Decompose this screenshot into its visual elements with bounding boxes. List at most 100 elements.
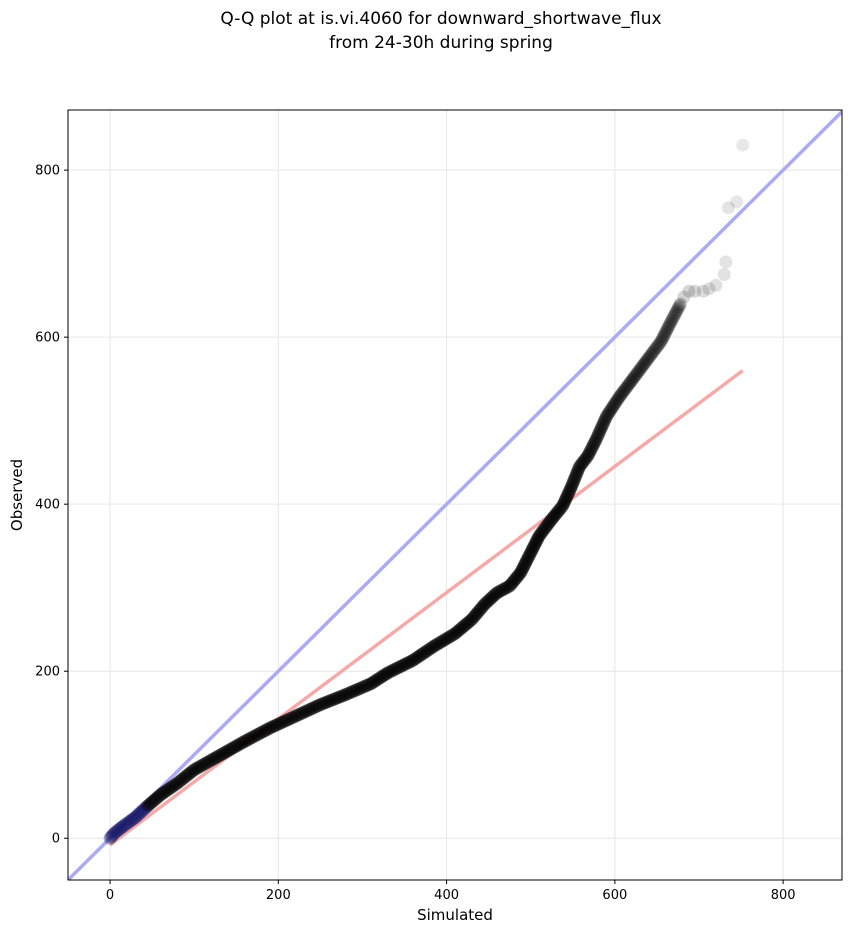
- data-point: [433, 636, 447, 650]
- data-point: [331, 691, 345, 705]
- data-point: [203, 754, 217, 768]
- data-point: [406, 653, 420, 667]
- data-point: [400, 656, 414, 670]
- data-point: [426, 640, 440, 654]
- data-point: [483, 592, 497, 606]
- data-point: [464, 613, 478, 627]
- data-point: [480, 595, 494, 609]
- data-point: [624, 375, 638, 389]
- data-point: [117, 819, 131, 833]
- data-point: [250, 728, 264, 742]
- data-point: [555, 500, 569, 514]
- data-point: [523, 547, 537, 561]
- data-point: [257, 724, 271, 738]
- data-point: [524, 546, 538, 560]
- data-point: [140, 800, 154, 814]
- data-point: [353, 681, 367, 695]
- data-point: [155, 787, 169, 801]
- data-point: [505, 577, 519, 591]
- data-point: [572, 461, 586, 475]
- data-point: [262, 722, 276, 736]
- data-point: [392, 660, 406, 674]
- data-point: [458, 619, 472, 633]
- y-tick-label: 400: [35, 498, 60, 513]
- data-point: [118, 818, 132, 832]
- data-point: [434, 635, 448, 649]
- data-point: [447, 627, 461, 641]
- data-point: [249, 728, 263, 742]
- data-point: [564, 480, 578, 494]
- data-point: [208, 751, 222, 765]
- data-point: [721, 201, 735, 215]
- data-point: [328, 692, 342, 706]
- data-point: [541, 517, 555, 531]
- data-point: [133, 806, 147, 820]
- data-point: [575, 456, 589, 470]
- data-point: [605, 401, 619, 415]
- data-point: [696, 284, 710, 298]
- data-point: [509, 572, 523, 586]
- data-point: [159, 784, 173, 798]
- data-point: [121, 816, 135, 830]
- data-point: [590, 431, 604, 445]
- data-point: [355, 681, 369, 695]
- data-point: [374, 670, 388, 684]
- data-point: [599, 411, 613, 425]
- data-point: [126, 812, 140, 826]
- data-point: [542, 516, 556, 530]
- data-point: [578, 452, 592, 466]
- data-point: [515, 563, 529, 577]
- data-point: [225, 741, 239, 755]
- data-point: [481, 594, 495, 608]
- data-point: [197, 757, 211, 771]
- data-point: [112, 822, 126, 836]
- data-point: [469, 607, 483, 621]
- data-point: [226, 741, 240, 755]
- data-point: [640, 354, 654, 368]
- data-point: [526, 541, 540, 555]
- data-point: [413, 649, 427, 663]
- data-point: [473, 602, 487, 616]
- data-point: [736, 138, 750, 152]
- data-point: [418, 645, 432, 659]
- data-point: [644, 347, 658, 361]
- data-point: [666, 311, 680, 325]
- data-point: [294, 707, 308, 721]
- data-point: [482, 593, 496, 607]
- data-point: [309, 700, 323, 714]
- data-point: [490, 586, 504, 600]
- data-point: [611, 392, 625, 406]
- data-point: [677, 290, 691, 304]
- data-point: [379, 667, 393, 681]
- data-point: [297, 705, 311, 719]
- data-point: [160, 783, 174, 797]
- data-point: [176, 772, 190, 786]
- data-point: [571, 463, 585, 477]
- data-point: [460, 616, 474, 630]
- data-point: [538, 521, 552, 535]
- data-point: [103, 831, 117, 845]
- data-point: [132, 807, 146, 821]
- data-point: [210, 750, 224, 764]
- data-point: [584, 443, 598, 457]
- data-point: [472, 604, 486, 618]
- data-point: [514, 566, 528, 580]
- data-point: [521, 551, 535, 565]
- data-point: [465, 612, 479, 626]
- data-point: [620, 380, 634, 394]
- data-point: [296, 706, 310, 720]
- data-point: [238, 734, 252, 748]
- data-point: [256, 725, 270, 739]
- data-point: [522, 548, 536, 562]
- data-point: [419, 644, 433, 658]
- data-point: [293, 707, 307, 721]
- data-point: [161, 782, 175, 796]
- data-point: [340, 687, 354, 701]
- data-point: [440, 632, 454, 646]
- data-point: [324, 693, 338, 707]
- data-point: [246, 730, 260, 744]
- data-point: [273, 716, 287, 730]
- data-point: [544, 514, 558, 528]
- data-point: [652, 337, 666, 351]
